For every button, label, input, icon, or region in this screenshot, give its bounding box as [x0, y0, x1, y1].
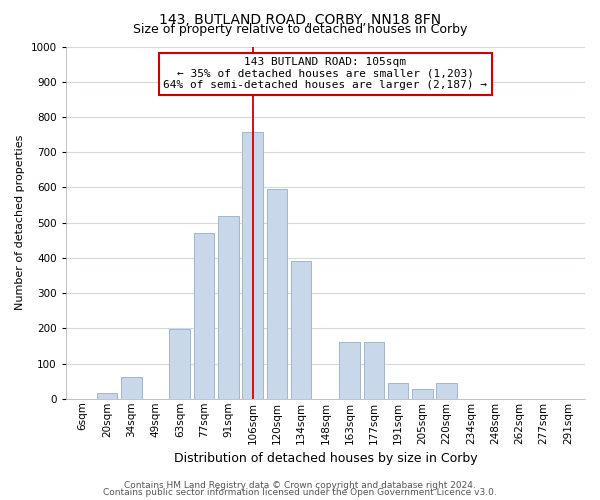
Text: 143 BUTLAND ROAD: 105sqm
← 35% of detached houses are smaller (1,203)
64% of sem: 143 BUTLAND ROAD: 105sqm ← 35% of detach…	[163, 57, 487, 90]
Bar	[97, 394, 117, 399]
Bar	[169, 330, 190, 399]
Bar	[194, 233, 214, 399]
Bar	[121, 376, 142, 399]
Bar	[388, 383, 409, 399]
Y-axis label: Number of detached properties: Number of detached properties	[15, 135, 25, 310]
Bar	[242, 132, 263, 399]
Text: Contains HM Land Registry data © Crown copyright and database right 2024.: Contains HM Land Registry data © Crown c…	[124, 480, 476, 490]
Bar	[218, 216, 239, 399]
Text: Size of property relative to detached houses in Corby: Size of property relative to detached ho…	[133, 22, 467, 36]
Text: Contains public sector information licensed under the Open Government Licence v3: Contains public sector information licen…	[103, 488, 497, 497]
Bar	[436, 383, 457, 399]
Bar	[364, 342, 384, 399]
Text: 143, BUTLAND ROAD, CORBY, NN18 8FN: 143, BUTLAND ROAD, CORBY, NN18 8FN	[159, 12, 441, 26]
X-axis label: Distribution of detached houses by size in Corby: Distribution of detached houses by size …	[173, 452, 477, 465]
Bar	[340, 342, 360, 399]
Bar	[412, 390, 433, 399]
Bar	[291, 262, 311, 399]
Bar	[266, 189, 287, 399]
